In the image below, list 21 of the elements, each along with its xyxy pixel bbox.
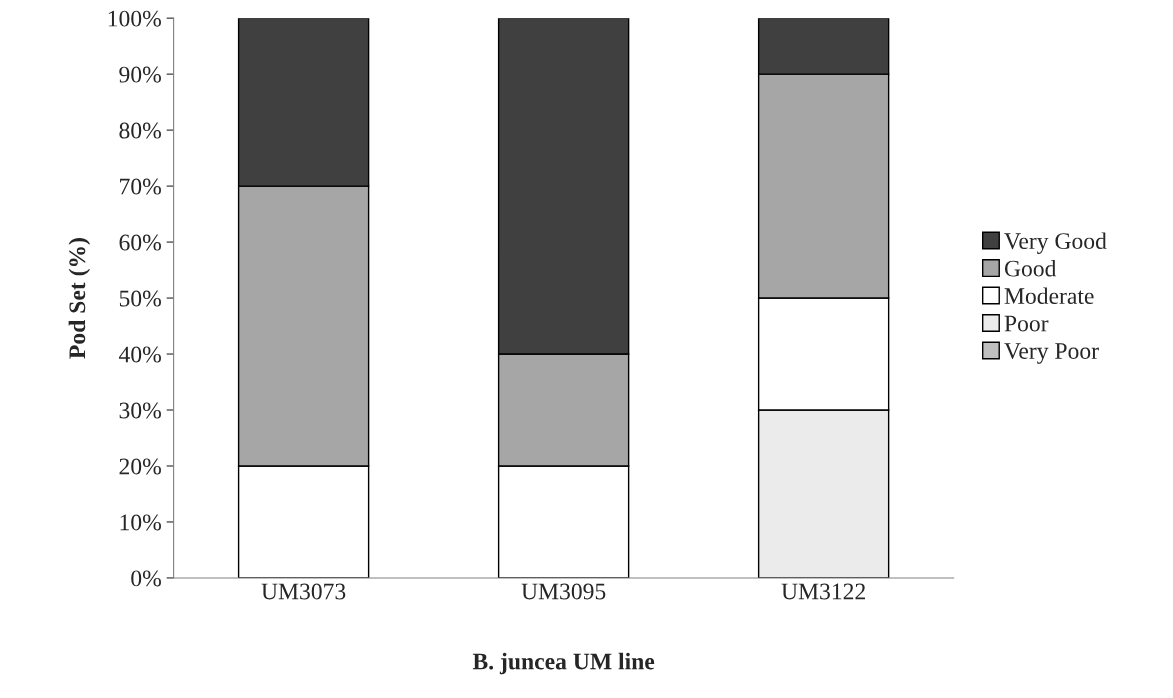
x-axis-title: B. juncea UM line bbox=[472, 652, 655, 675]
y-axis-title: Pod Set (%) bbox=[68, 238, 91, 359]
y-tick-label: 80% bbox=[119, 122, 161, 139]
y-tick-label: 20% bbox=[119, 458, 161, 475]
legend-label: Good bbox=[1004, 259, 1057, 277]
legend-label: Very Poor bbox=[1004, 343, 1099, 364]
y-tick-label: 0% bbox=[131, 570, 161, 587]
y-tick-label: 60% bbox=[119, 234, 161, 251]
y-tick-label: 40% bbox=[118, 346, 161, 363]
legend-label: Poor bbox=[1004, 315, 1049, 332]
y-tick-label: 10% bbox=[120, 514, 161, 531]
legend-label: Very Good bbox=[1004, 232, 1107, 254]
x-tick-label: UM3122 bbox=[781, 583, 865, 600]
y-tick-label: 70% bbox=[120, 178, 161, 195]
y-tick-label: 50% bbox=[119, 290, 161, 307]
y-tick-label: 90% bbox=[119, 66, 161, 83]
x-tick-label: UM3095 bbox=[521, 583, 606, 600]
y-tick-label: 30% bbox=[119, 402, 161, 419]
x-tick-label: UM3073 bbox=[261, 583, 346, 600]
y-tick-label: 100% bbox=[108, 10, 161, 27]
legend-label: Moderate bbox=[1004, 287, 1094, 305]
